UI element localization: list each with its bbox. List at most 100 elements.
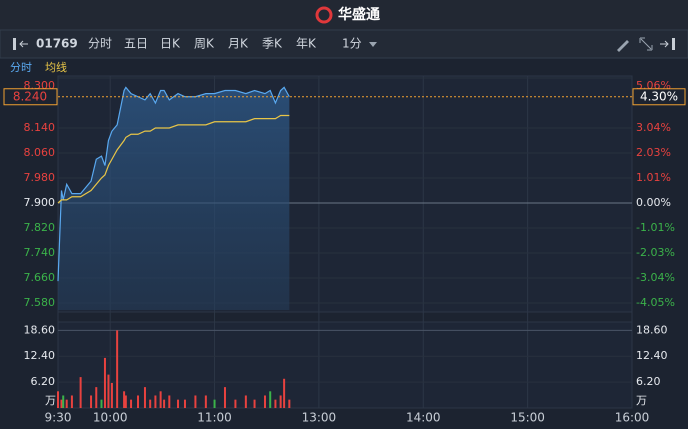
- y2-tick-label: 1.01%: [636, 171, 671, 184]
- y-tick-label: 7.580: [24, 296, 56, 309]
- tab[interactable]: 分时: [88, 37, 112, 51]
- average-line: [57, 114, 290, 204]
- volume-bar: [288, 399, 291, 408]
- volume-bar: [100, 399, 103, 408]
- volume-bar: [124, 395, 127, 408]
- x-tick-label: 14:00: [406, 411, 441, 425]
- volume-panel: [57, 321, 633, 409]
- volume-bar: [194, 395, 197, 408]
- x-tick-label: 9:30: [45, 411, 72, 425]
- title-bar: [0, 0, 688, 30]
- tab[interactable]: 周K: [194, 37, 215, 51]
- volume-bar: [110, 382, 113, 408]
- volume-bar: [79, 377, 82, 408]
- volume-bar: [204, 395, 207, 408]
- volume-bar: [183, 399, 186, 408]
- volume-bar: [269, 391, 272, 408]
- y2-tick-label: 2.03%: [636, 146, 671, 159]
- stock-code: 01769: [36, 37, 78, 51]
- y2-tick-label: -4.05%: [636, 296, 675, 309]
- tab[interactable]: 日K: [160, 37, 181, 51]
- volume-bar: [263, 395, 266, 408]
- volume-bar: [244, 395, 247, 408]
- volume-bar: [154, 395, 157, 408]
- y2-tick-label: -2.03%: [636, 246, 675, 259]
- expand-icon[interactable]: [639, 37, 653, 51]
- volume-bar: [149, 399, 152, 408]
- volume-bar: [57, 391, 59, 408]
- volume-bar: [279, 395, 282, 408]
- dropdown-arrow[interactable]: [369, 42, 377, 47]
- volume-bar: [116, 330, 119, 408]
- volume-bar: [274, 399, 277, 408]
- tab[interactable]: 季K: [262, 37, 283, 51]
- y2-tick-label: -1.01%: [636, 221, 675, 234]
- volume-bar: [234, 399, 237, 408]
- volume-bar: [130, 399, 133, 408]
- x-tick-label: 15:00: [510, 411, 545, 425]
- price-line: [57, 86, 290, 282]
- tabs: 分时 五日 日K 周K 月K 季K 年K: [88, 37, 317, 51]
- volume-bar: [163, 399, 166, 408]
- draw-icon[interactable]: [617, 40, 629, 52]
- y-tick-label: 7.980: [24, 171, 56, 184]
- collapse-icon[interactable]: [13, 38, 16, 50]
- y-tick-label: 7.740: [24, 246, 56, 259]
- y-tick-label: 8.140: [24, 121, 56, 134]
- x-tick-label: 13:00: [302, 411, 337, 425]
- volume-unit: 万: [636, 394, 647, 407]
- volume-bar: [65, 399, 68, 408]
- y2-tick-label: 3.04%: [636, 121, 671, 134]
- y-tick-label: 7.660: [24, 271, 56, 284]
- tab[interactable]: 月K: [228, 37, 249, 51]
- logo: [315, 6, 333, 24]
- volume-bar: [62, 395, 65, 408]
- y2-tick-label: 6.20: [636, 375, 661, 388]
- volume-bar: [159, 391, 162, 408]
- volume-bar: [223, 387, 226, 408]
- y-tick-label: 6.20: [31, 375, 56, 388]
- volume-bar: [70, 395, 73, 408]
- tab[interactable]: 五日: [124, 37, 148, 51]
- y-tick-label: 8.060: [24, 146, 56, 159]
- legend-avg[interactable]: 均线: [45, 60, 67, 74]
- volume-bar: [177, 399, 180, 408]
- price-area: [58, 87, 290, 310]
- expand-bar[interactable]: [672, 38, 675, 50]
- volume-bar: [253, 399, 256, 408]
- x-tick-label: 16:00: [615, 411, 650, 425]
- toolbar: [0, 29, 688, 59]
- y-tick-label: 7.900: [24, 196, 56, 209]
- volume-bar: [95, 387, 98, 408]
- volume-unit: 万: [45, 394, 56, 407]
- y2-tick-label: -3.04%: [636, 271, 675, 284]
- tab[interactable]: 年K: [296, 37, 317, 51]
- brand: 华盛通: [338, 6, 380, 23]
- y2-tick-label: 0.00%: [636, 196, 671, 209]
- volume-bar: [143, 387, 146, 408]
- x-tick-label: 11:00: [197, 411, 232, 425]
- legend-price[interactable]: 分时: [10, 61, 32, 74]
- last-change-box: [632, 88, 686, 106]
- volume-bar: [60, 399, 63, 408]
- y-tick-label: 7.820: [24, 221, 56, 234]
- volume-bar: [168, 395, 171, 408]
- interval[interactable]: 1分: [342, 37, 362, 51]
- expand-arrow[interactable]: [660, 40, 669, 48]
- volume-bar: [123, 391, 126, 408]
- y-tick-label: 18.60: [24, 323, 56, 336]
- collapse-arrow: [19, 40, 28, 48]
- y-tick-label: 12.40: [24, 349, 56, 362]
- y2-tick-label: 18.60: [636, 323, 668, 336]
- volume-bar: [90, 395, 93, 408]
- last-price-label: 8.240: [13, 89, 47, 103]
- last-price-box: [3, 88, 58, 106]
- x-tick-label: 10:00: [93, 411, 128, 425]
- volume-bar: [283, 378, 286, 408]
- volume-bar: [103, 357, 106, 408]
- last-change-label: 4.30%: [640, 89, 678, 103]
- volume-bar: [213, 399, 216, 408]
- volume-bar: [107, 374, 110, 408]
- volume-bar: [137, 395, 140, 408]
